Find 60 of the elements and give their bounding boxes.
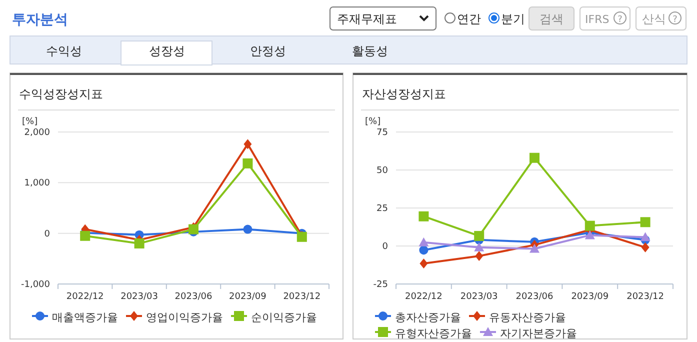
point xyxy=(474,230,484,241)
point xyxy=(418,237,429,246)
chart-title: 수익성장성지표 xyxy=(19,87,103,101)
legend-label: 유형자산증가율 xyxy=(395,327,472,340)
point xyxy=(475,251,484,262)
chart-title: 자산성장성지표 xyxy=(362,87,446,101)
point xyxy=(420,258,428,268)
y-axis-title: [%] xyxy=(365,117,381,127)
text: 검색 xyxy=(540,12,564,26)
text: ? xyxy=(618,15,623,25)
y-tick-label: 2,000 xyxy=(24,128,50,138)
y-tick-label: 25 xyxy=(376,204,388,214)
x-tick-label: 2022/12 xyxy=(66,292,104,302)
legend-label: 총자산증가율 xyxy=(395,311,461,324)
x-tick-label: 2023/06 xyxy=(516,292,554,302)
point xyxy=(530,152,540,163)
y-tick-label: -1,000 xyxy=(20,280,50,290)
text: 안정성 xyxy=(250,44,286,58)
text: 연간 xyxy=(457,12,481,26)
text: 산식 xyxy=(642,12,666,26)
x-tick-label: 2023/06 xyxy=(174,292,212,302)
legend-label: 순이익증가율 xyxy=(251,311,317,324)
y-tick-label: 50 xyxy=(376,166,388,176)
x-tick-label: 2023/12 xyxy=(626,292,664,302)
legend-label: 매출액증가율 xyxy=(52,311,118,324)
y-tick-label: 75 xyxy=(376,128,388,138)
text: ? xyxy=(672,15,678,25)
y-tick-label: 1,000 xyxy=(24,178,50,189)
point xyxy=(640,232,650,242)
point xyxy=(474,242,484,252)
text: 주재무제표 xyxy=(337,12,397,26)
x-tick-label: 2022/12 xyxy=(405,292,442,302)
x-tick-label: 2023/12 xyxy=(283,292,321,302)
point xyxy=(419,246,428,255)
y-tick-label: -25 xyxy=(373,280,388,290)
legend-label: 영업이익증가율 xyxy=(146,311,223,324)
x-tick-label: 2023/09 xyxy=(229,292,267,302)
text: 수익성 xyxy=(46,44,82,58)
point xyxy=(244,139,252,150)
text: 성장성 xyxy=(149,44,185,58)
text: 분기 xyxy=(501,12,525,26)
text: IFRS xyxy=(585,13,610,26)
point xyxy=(242,158,253,168)
text: 투자분석 xyxy=(12,12,68,28)
legend-label: 자기자본증가율 xyxy=(500,327,577,340)
y-axis-title: [%] xyxy=(22,117,38,127)
y-tick-label: 0 xyxy=(44,229,50,240)
y-tick-label: 0 xyxy=(382,242,388,252)
legend-label: 유동자산증가율 xyxy=(489,311,566,324)
x-tick-label: 2023/09 xyxy=(571,292,609,302)
x-tick-label: 2023/03 xyxy=(460,292,498,302)
point xyxy=(134,238,144,248)
point xyxy=(243,224,252,234)
text: 활동성 xyxy=(352,44,388,58)
point xyxy=(640,217,650,228)
point xyxy=(530,244,540,253)
x-tick-label: 2023/03 xyxy=(120,292,158,302)
point xyxy=(80,230,90,241)
point xyxy=(418,211,429,222)
point xyxy=(641,242,650,252)
